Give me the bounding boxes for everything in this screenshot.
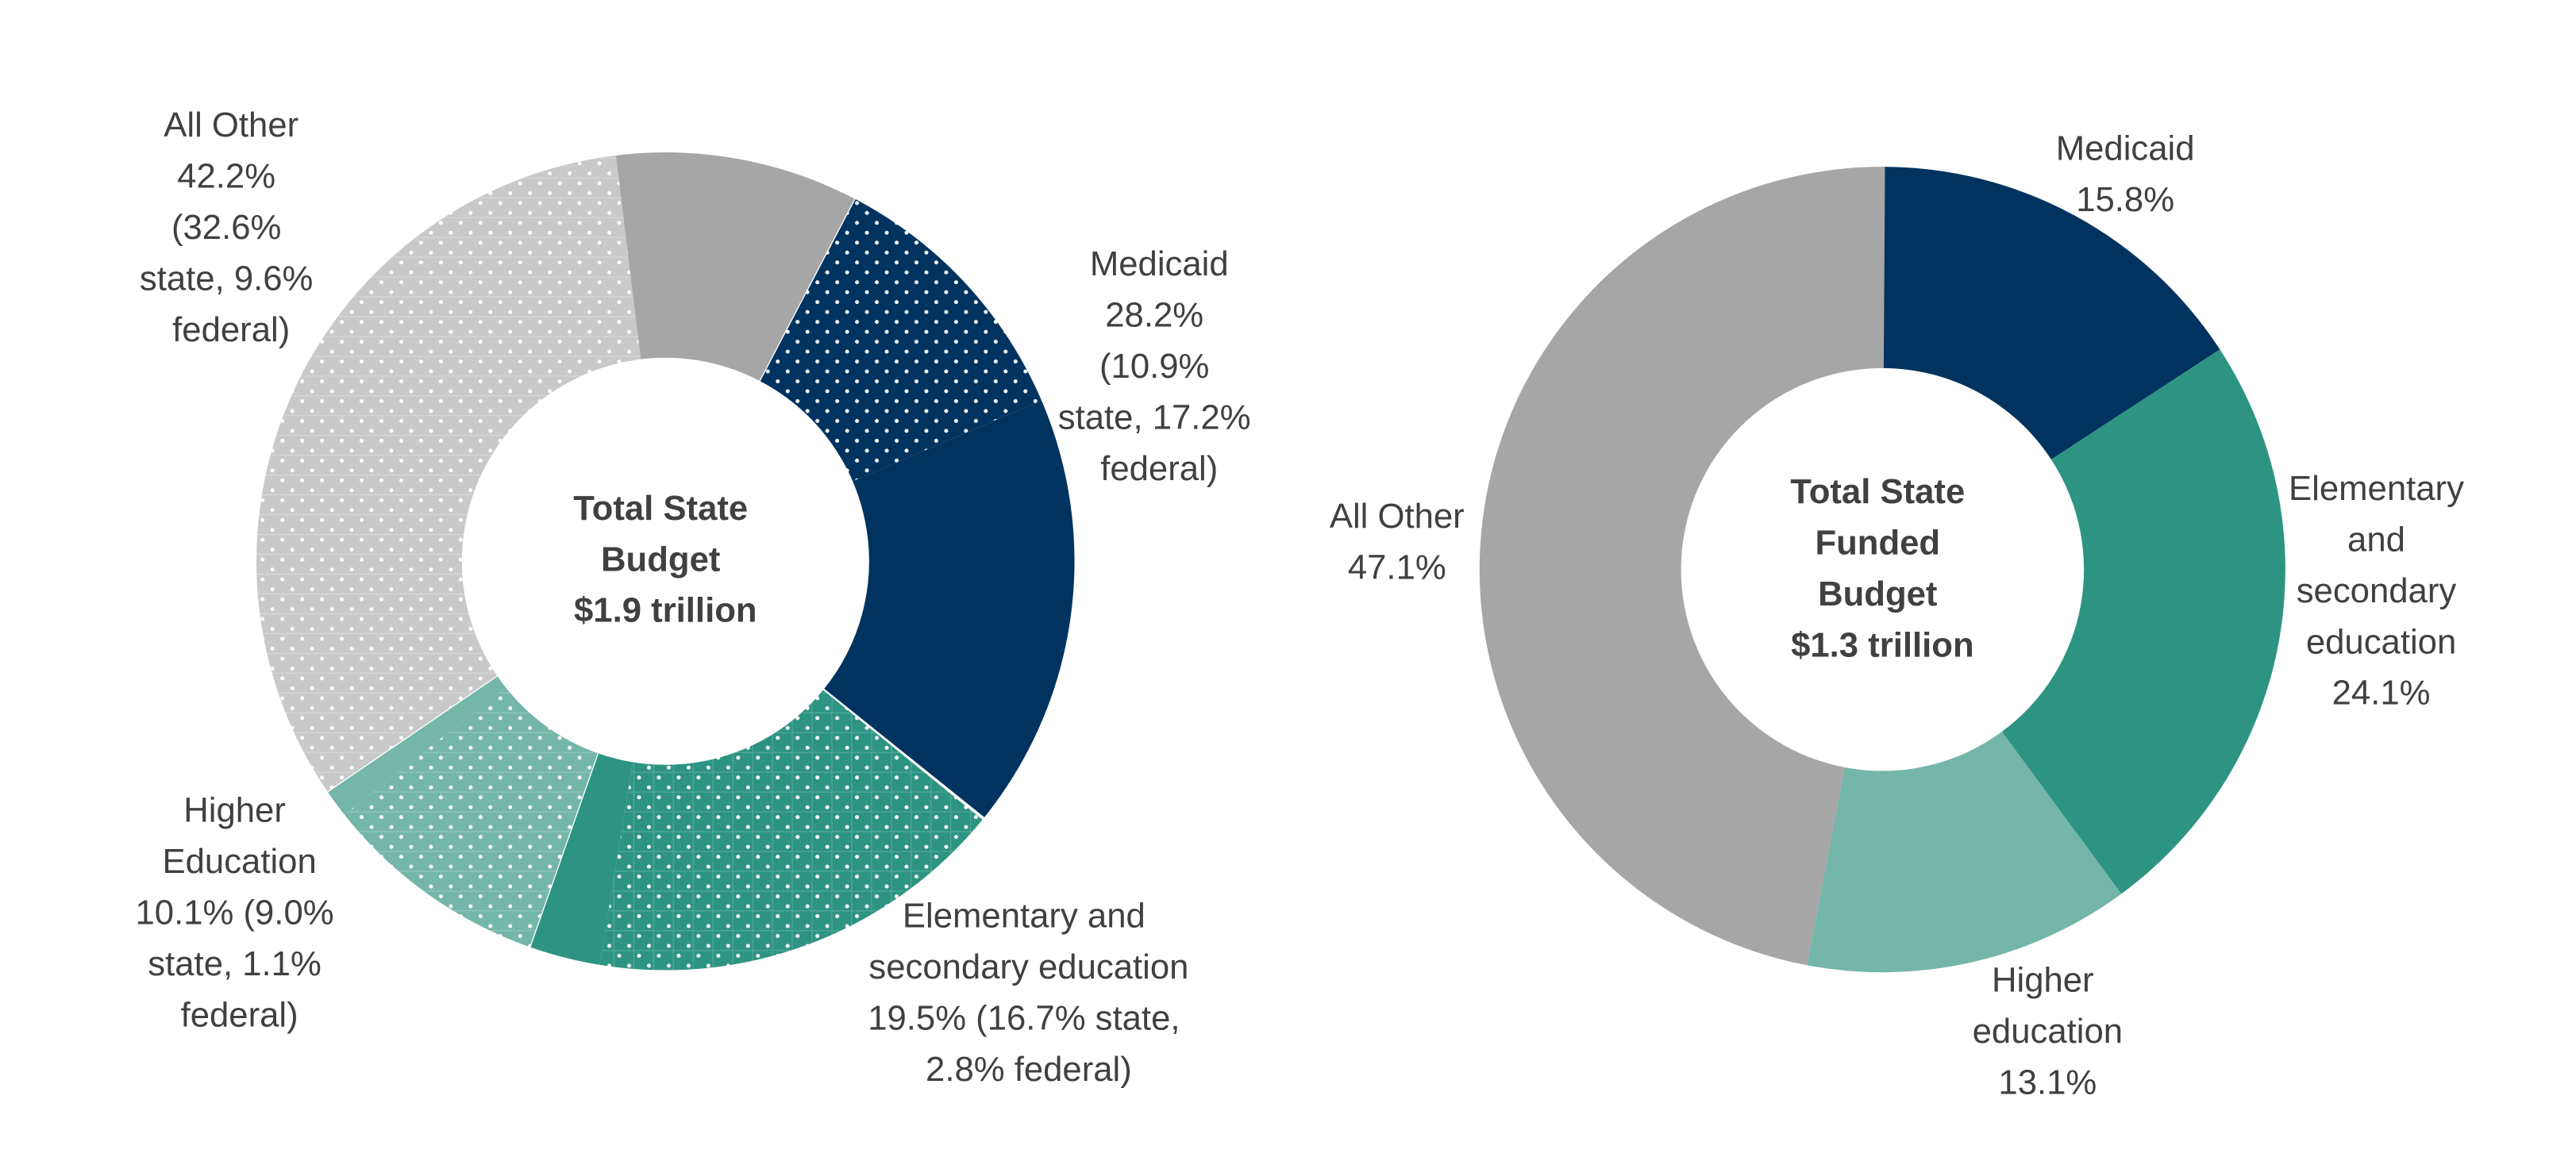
federal-segment bbox=[615, 152, 856, 382]
category-label: Medicaid bbox=[1090, 244, 1229, 283]
category-label: All Other bbox=[164, 106, 298, 144]
center-label: Total State Funded Budget $1.3 trillion bbox=[1790, 472, 1974, 664]
value-label: 47.1% bbox=[1348, 548, 1446, 586]
category-label: Higher education bbox=[1973, 960, 2123, 1050]
value-label: 15.8% bbox=[2076, 179, 2174, 218]
value-label: 10.1% (9.0% state, 1.1% federal) bbox=[136, 893, 344, 1034]
state-segment bbox=[256, 155, 641, 793]
category-outline bbox=[326, 675, 599, 948]
federal-segment bbox=[529, 752, 633, 966]
segment bbox=[1807, 732, 2122, 973]
state-segment bbox=[344, 686, 599, 948]
center-label: Total State Budget $1.9 trillion bbox=[573, 488, 757, 629]
category-outline bbox=[529, 688, 984, 971]
segment bbox=[2001, 349, 2285, 894]
state-segment bbox=[599, 689, 984, 971]
category-outline bbox=[255, 151, 857, 793]
category-label: Elementary and secondary education bbox=[2289, 468, 2474, 660]
category-label: Higher Education bbox=[162, 790, 316, 880]
state-segment bbox=[759, 198, 1042, 482]
category-label: Medicaid bbox=[2056, 129, 2195, 167]
donut-chart bbox=[255, 151, 1076, 971]
federal-segment bbox=[823, 400, 1076, 818]
value-label: 42.2% (32.6% state, 9.6% federal) bbox=[140, 156, 323, 348]
value-label: 13.1% bbox=[1998, 1063, 2097, 1101]
segment bbox=[1882, 167, 2220, 460]
category-outline bbox=[758, 198, 1076, 821]
value-label: 28.2% (10.9% state, 17.2% federal) bbox=[1058, 295, 1261, 487]
value-label: 24.1% bbox=[2332, 673, 2431, 712]
federal-segment bbox=[327, 675, 506, 815]
value-label: 19.5% (16.7% state, 2.8% federal) bbox=[868, 998, 1189, 1088]
donut-chart bbox=[1479, 167, 2285, 973]
category-label: All Other bbox=[1330, 497, 1465, 536]
segment bbox=[1479, 167, 1885, 966]
category-label: Elementary and secondary education bbox=[868, 896, 1188, 986]
